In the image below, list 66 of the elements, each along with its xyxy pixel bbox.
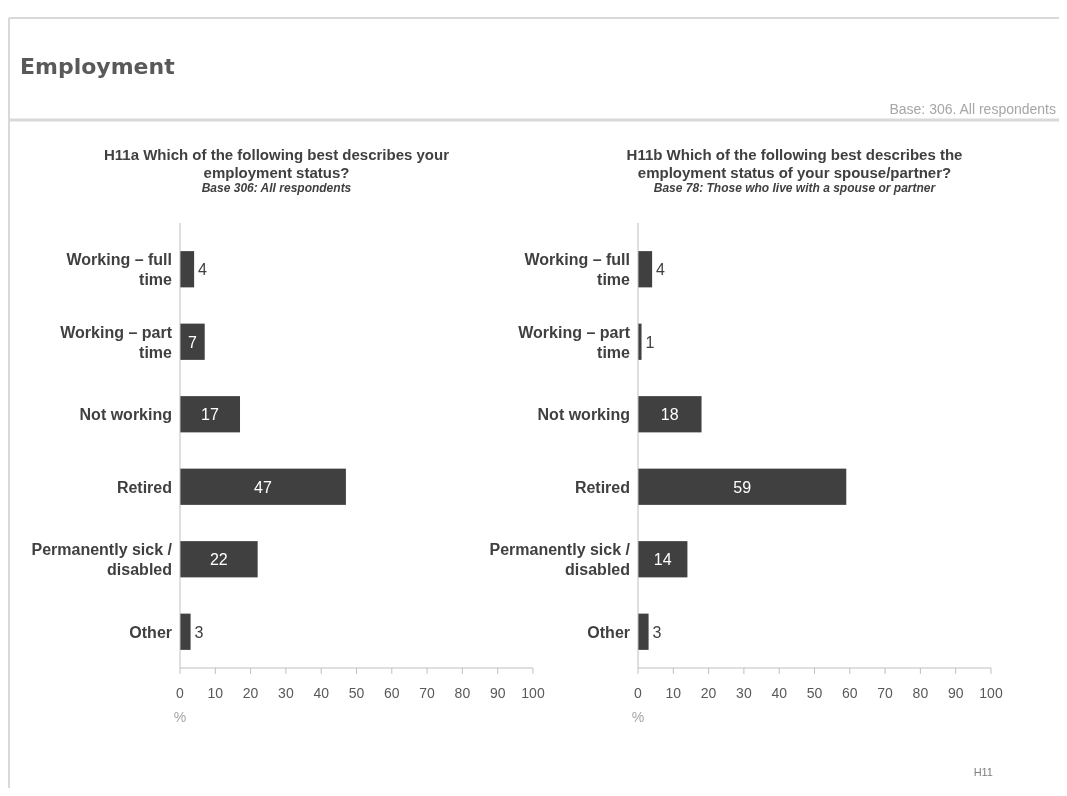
x-axis-title: % bbox=[173, 709, 187, 725]
y-tick-label: Working – part time bbox=[60, 323, 173, 361]
data-label: 1 bbox=[645, 333, 655, 351]
x-tick-label: 70 bbox=[877, 685, 894, 701]
y-tick-label: Retired bbox=[574, 478, 630, 496]
data-label: 7 bbox=[187, 333, 197, 351]
x-tick-label: 90 bbox=[947, 685, 964, 701]
x-tick-label: 40 bbox=[313, 685, 330, 701]
bar bbox=[638, 396, 702, 433]
x-tick-label: 20 bbox=[242, 685, 259, 701]
bar bbox=[180, 613, 191, 650]
x-tick-label: 50 bbox=[348, 685, 365, 701]
chart-subtitle: Base 78: Those who live with a spouse or partner bbox=[653, 181, 937, 195]
text: Base: 306. All respondents bbox=[889, 101, 1056, 117]
bar bbox=[180, 323, 205, 360]
y-tick-label: Other bbox=[129, 623, 172, 641]
x-axis-title: % bbox=[631, 709, 645, 725]
data-label: 59 bbox=[733, 478, 752, 496]
x-tick-label: 90 bbox=[489, 685, 506, 701]
bar bbox=[638, 468, 847, 505]
x-tick-label: 0 bbox=[176, 685, 185, 701]
data-label: 17 bbox=[201, 406, 220, 424]
chart-subtitle: Base 306: All respondents bbox=[201, 181, 352, 195]
y-tick-label: Working – full time bbox=[66, 251, 173, 289]
x-tick-label: 0 bbox=[634, 685, 643, 701]
x-tick-label: 30 bbox=[278, 685, 294, 701]
x-tick-label: 60 bbox=[384, 685, 400, 701]
y-tick-label: Not working bbox=[79, 406, 172, 424]
y-tick-label: Permanently sick / disabled bbox=[489, 541, 631, 579]
bar bbox=[638, 541, 688, 578]
data-label: 4 bbox=[656, 261, 666, 279]
chart-title: H11a Which of the following best describes your employment status? bbox=[103, 146, 450, 181]
y-tick-label: Permanently sick / disabled bbox=[31, 541, 173, 579]
data-label: 3 bbox=[194, 623, 204, 641]
bar bbox=[180, 468, 346, 505]
data-label: 3 bbox=[652, 623, 662, 641]
x-tick-label: 50 bbox=[806, 685, 823, 701]
text: Employment bbox=[20, 54, 176, 79]
y-tick-label: Working – full time bbox=[524, 251, 631, 289]
x-tick-label: 20 bbox=[700, 685, 717, 701]
data-label: 4 bbox=[198, 261, 208, 279]
x-tick-label: 30 bbox=[736, 685, 752, 701]
y-tick-label: Working – part time bbox=[518, 323, 631, 361]
data-label: 14 bbox=[653, 551, 672, 569]
x-tick-label: 40 bbox=[771, 685, 788, 701]
y-tick-label: Other bbox=[587, 623, 630, 641]
x-tick-label: 80 bbox=[912, 685, 929, 701]
y-tick-label: Retired bbox=[116, 478, 172, 496]
x-tick-label: 60 bbox=[842, 685, 858, 701]
bar bbox=[180, 396, 241, 433]
x-tick-label: 100 bbox=[521, 685, 545, 701]
bar bbox=[638, 251, 653, 288]
x-tick-label: 10 bbox=[207, 685, 224, 701]
x-tick-label: 10 bbox=[665, 685, 682, 701]
y-tick-label: Not working bbox=[537, 406, 630, 424]
x-tick-label: 100 bbox=[979, 685, 1003, 701]
text: H11 bbox=[973, 766, 993, 778]
x-tick-label: 80 bbox=[454, 685, 471, 701]
bar bbox=[180, 251, 195, 288]
bar bbox=[638, 613, 649, 650]
data-label: 47 bbox=[254, 478, 272, 496]
data-label: 22 bbox=[209, 551, 228, 569]
data-label: 18 bbox=[660, 406, 679, 424]
x-tick-label: 70 bbox=[419, 685, 436, 701]
chart-title: H11b Which of the following best describes the employment status of your spouse/partner? bbox=[626, 146, 963, 181]
bar bbox=[180, 541, 258, 578]
